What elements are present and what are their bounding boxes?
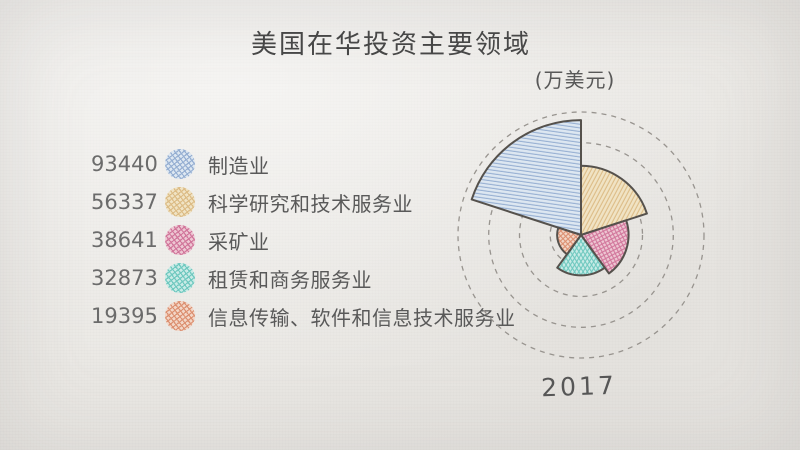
rose-chart	[426, 80, 736, 390]
legend-item: 38641 采矿业	[91, 221, 516, 259]
legend-label: 租赁和商务服务业	[208, 267, 372, 292]
legend-value: 38641	[91, 228, 158, 252]
legend-value: 32873	[91, 266, 158, 290]
legend-item: 93440 制造业	[91, 145, 516, 183]
legend-swatch-mining	[165, 225, 195, 255]
legend-swatch-manufacturing	[165, 149, 195, 179]
legend-swatch-research	[165, 187, 195, 217]
legend-label: 信息传输、软件和信息技术服务业	[208, 305, 516, 330]
legend-value: 19395	[91, 304, 158, 328]
legend-value: 93440	[91, 152, 158, 176]
year-label: 2017	[540, 370, 618, 403]
legend-item: 19395 信息传输、软件和信息技术服务业	[91, 297, 516, 335]
legend-label: 科学研究和技术服务业	[208, 191, 413, 216]
legend-swatch-information	[165, 301, 195, 331]
grid-ring	[518, 172, 644, 298]
chart-title: 美国在华投资主要领域	[250, 30, 531, 60]
legend-label: 采矿业	[208, 229, 270, 254]
legend: 93440 制造业 56337 科学研究和技术服务业 38641 采矿业 328…	[91, 145, 516, 335]
legend-item: 56337 科学研究和技术服务业	[91, 183, 516, 221]
rose-chart-svg	[457, 111, 705, 359]
grid-ring	[457, 111, 705, 359]
legend-value: 56337	[91, 190, 158, 214]
legend-item: 32873 租赁和商务服务业	[91, 259, 516, 297]
legend-swatch-leasing	[165, 263, 195, 293]
legend-label: 制造业	[208, 153, 270, 178]
unit-label: (万美元)	[534, 68, 616, 92]
